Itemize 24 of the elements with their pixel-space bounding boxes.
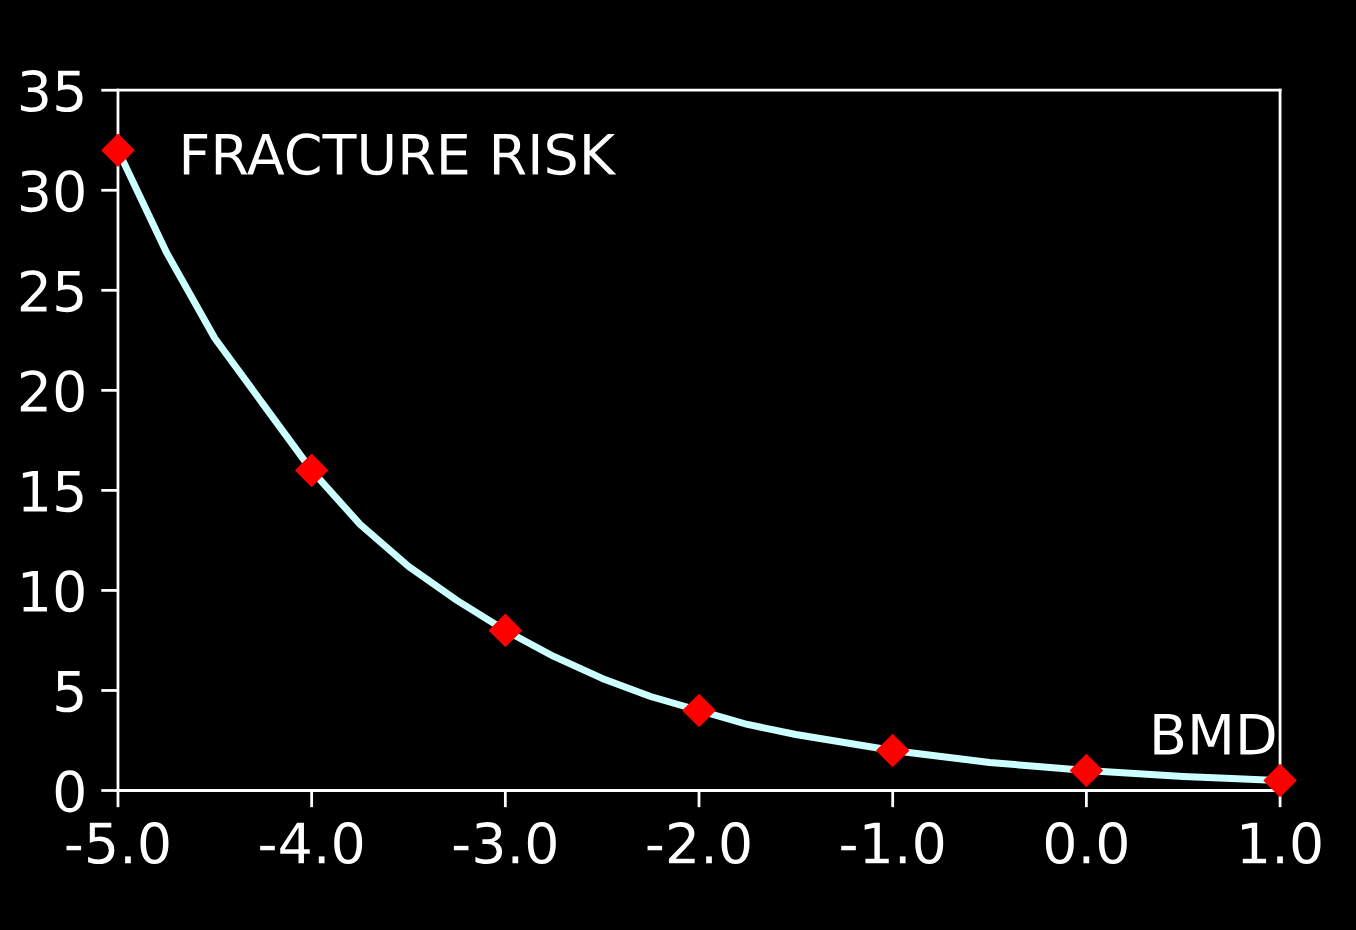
x-tick-label: -2.0 [647,822,750,865]
point [488,613,522,647]
x-tick-label: -1.0 [841,822,944,865]
point [876,733,910,768]
point [682,693,716,727]
x-tick-label: 1.0 [1241,822,1321,865]
y-tick-label: 20 [20,370,84,413]
point [295,453,329,487]
x-axis-title: BMD [1154,713,1275,755]
y-tick-label: 0 [55,770,84,813]
y-tick-label: 30 [20,170,84,213]
x-tick-label: -5.0 [66,822,169,865]
x-tick-label: -4.0 [260,822,363,865]
y-tick-label: 35 [20,70,83,113]
x-tick-label: 0.0 [1045,822,1127,865]
point [1263,763,1297,798]
x-tick-label: -3.0 [453,822,556,865]
y-tick-label: 5 [56,671,83,713]
y-tick-label: 15 [22,470,83,513]
y-tick-label: 10 [22,570,84,613]
y-tick-label: 25 [20,270,83,313]
point [101,133,135,167]
point [1069,753,1103,788]
y-axis-title: FRACTURE RISK [183,133,617,176]
